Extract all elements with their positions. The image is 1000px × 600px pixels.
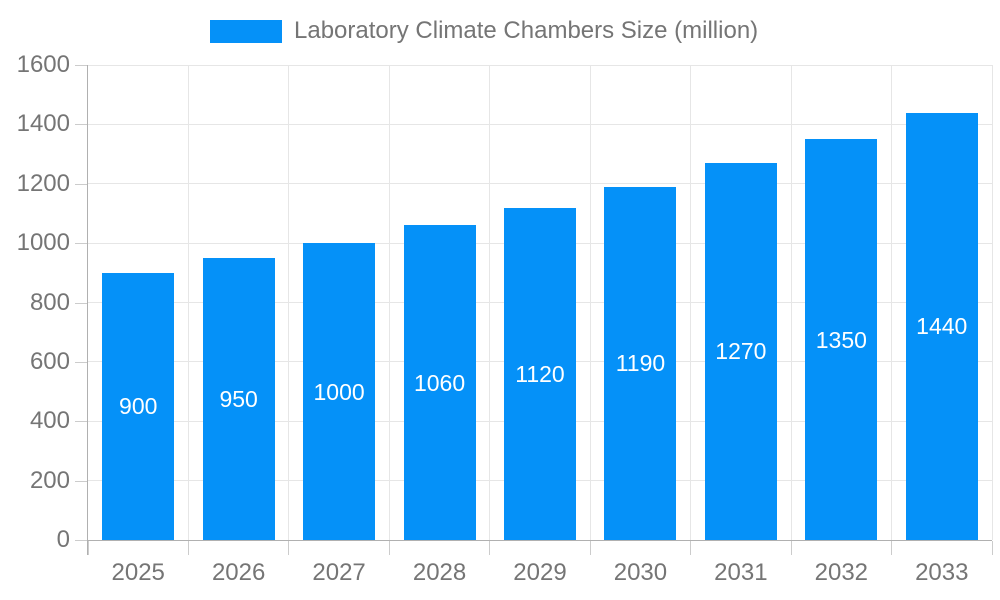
y-axis-label: 0 [56, 526, 70, 553]
bar: 1270 [704, 162, 777, 540]
x-axis-label: 2033 [915, 559, 969, 586]
x-axis-label: 2030 [613, 559, 668, 586]
x-axis-tick [790, 541, 792, 555]
bar: 1440 [905, 112, 978, 540]
y-axis-label: 1600 [16, 51, 70, 78]
legend-title: Laboratory Climate Chambers Size (millio… [294, 17, 759, 44]
y-axis-tick [75, 302, 88, 304]
legend-swatch [210, 19, 282, 43]
bar-value-label: 1440 [916, 313, 968, 340]
y-axis-tick [75, 65, 88, 66]
bar-value-label: 1270 [715, 338, 767, 365]
y-axis-label: 200 [29, 466, 70, 494]
y-axis-tick [75, 243, 88, 245]
v-gridline [891, 65, 893, 540]
v-gridline [690, 65, 692, 540]
y-axis-label: 1000 [16, 229, 70, 257]
y-axis-tick [75, 480, 88, 482]
y-axis-tick [75, 361, 88, 363]
bar: 1000 [303, 243, 376, 540]
bar-value-label: 950 [219, 385, 258, 412]
v-gridline [388, 65, 390, 540]
h-gridline [88, 64, 992, 66]
h-gridline [88, 123, 992, 125]
y-axis-tick [75, 421, 88, 423]
x-axis-label: 2032 [814, 559, 869, 586]
v-gridline [790, 65, 792, 540]
bar: 1060 [403, 225, 476, 540]
bar: 900 [102, 272, 175, 540]
v-gridline [288, 65, 290, 540]
bar-value-label: 1060 [413, 369, 466, 396]
x-axis-tick [991, 541, 993, 555]
x-axis-tick [690, 541, 692, 555]
bar: 1190 [604, 186, 677, 540]
bar-value-label: 1000 [313, 378, 365, 405]
x-axis-tick [288, 541, 290, 555]
x-axis-label: 2025 [111, 559, 165, 586]
x-axis-tick [187, 541, 189, 555]
x-axis-label: 2027 [312, 559, 366, 586]
legend: Laboratory Climate Chambers Size (millio… [210, 17, 758, 45]
bar: 950 [202, 257, 275, 540]
y-axis-label: 1400 [16, 110, 70, 138]
y-axis-label: 400 [29, 407, 70, 435]
h-gridline [88, 183, 992, 185]
y-axis-tick [75, 124, 88, 126]
v-gridline [589, 65, 591, 540]
bar: 1120 [504, 207, 576, 540]
y-axis-tick [75, 540, 88, 541]
x-axis-tick [589, 541, 591, 555]
x-axis-tick [388, 541, 390, 555]
v-gridline [187, 65, 189, 540]
bar-value-label: 1120 [515, 360, 565, 387]
x-axis-tick [489, 541, 491, 555]
plot-area: 900 950 1000 1060 1120 1190 1270 1350 1440 [88, 64, 993, 540]
x-axis-tick [87, 541, 89, 555]
v-gridline [991, 65, 993, 540]
y-axis-label: 600 [29, 347, 70, 375]
bar-value-label: 1190 [615, 350, 666, 377]
y-axis-tick [75, 183, 88, 185]
x-axis-label: 2029 [513, 559, 567, 586]
x-axis-line [88, 540, 992, 541]
bar-value-label: 900 [119, 393, 158, 420]
x-axis-label: 2028 [412, 559, 467, 586]
x-axis-label: 2031 [714, 559, 768, 586]
bar: 1350 [805, 139, 878, 540]
y-axis-label: 800 [29, 288, 70, 316]
x-axis-tick [891, 541, 893, 555]
x-axis-label: 2026 [211, 559, 266, 586]
bar-value-label: 1350 [815, 326, 867, 353]
v-gridline [489, 65, 491, 540]
y-axis-line [87, 65, 88, 555]
y-axis-label: 1200 [16, 169, 70, 197]
